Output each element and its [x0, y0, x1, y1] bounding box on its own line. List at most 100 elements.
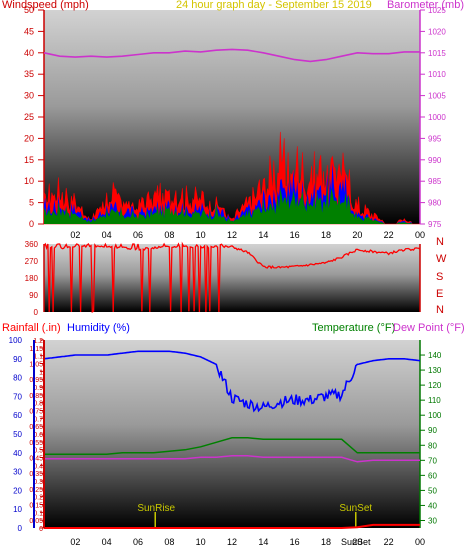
wind-axis-tick-label: 25 — [24, 112, 34, 122]
x-axis-tick-label: 06 — [133, 537, 143, 547]
rain-axis-tick-label: 0.75 — [29, 409, 43, 416]
x-axis-tick-label: 16 — [290, 537, 300, 547]
wind-axis-tick-label: 40 — [24, 48, 34, 58]
compass-label: E — [436, 288, 443, 300]
humidity-axis-tick-label: 80 — [13, 374, 22, 383]
wind-axis-tick-label: 0 — [29, 219, 34, 229]
rain-axis-tick-label: 1.1 — [33, 354, 43, 361]
direction-axis-tick-label: 0 — [34, 308, 39, 317]
humidity-axis-tick-label: 20 — [13, 486, 22, 495]
barometer-axis-tick-label: 1020 — [428, 27, 446, 36]
barometer-axis-tick-label: 990 — [428, 156, 442, 165]
temperature-axis-tick-label: 60 — [428, 471, 437, 480]
barometer-axis-tick-label: 995 — [428, 134, 442, 143]
temperature-axis-tick-label: 30 — [428, 516, 437, 525]
rain-axis-tick-label: 0.4 — [33, 463, 43, 470]
temperature-axis-tick-label: 130 — [428, 366, 442, 375]
rain-axis-tick-label: 0.7 — [33, 416, 43, 423]
temperature-axis-title: Temperature (°F) — [312, 322, 395, 334]
temperature-axis-tick-label: 40 — [428, 501, 437, 510]
temperature-axis-tick-label: 100 — [428, 411, 442, 420]
rain-axis-tick-label: 0.3 — [33, 479, 43, 486]
direction-axis-tick-label: 360 — [25, 240, 39, 249]
x-axis-tick-label: 02 — [70, 537, 80, 547]
rain-axis-tick-label: 1.15 — [29, 346, 43, 353]
rain-axis-tick-label: 1 — [39, 369, 43, 376]
humidity-axis-tick-label: 100 — [9, 336, 23, 345]
x-axis-tick-label: 04 — [102, 537, 112, 547]
windspeed-min-series — [44, 182, 420, 224]
x-axis-tick-label: 12 — [227, 537, 237, 547]
wind-axis-tick-label: 20 — [24, 133, 34, 143]
wind-axis-tick-label: 35 — [24, 69, 34, 79]
temperature-axis-tick-label: 90 — [428, 426, 437, 435]
wind-axis-tick-label: 30 — [24, 91, 34, 101]
dewpoint-line — [44, 455, 420, 463]
barometer-axis-tick-label: 1000 — [428, 113, 446, 122]
humidity-axis-tick-label: 60 — [13, 411, 22, 420]
humidity-axis-tick-label: 10 — [13, 505, 22, 514]
wind-axis-title: Windspeed (mph) — [2, 0, 89, 11]
barometer-axis-tick-label: 1015 — [428, 49, 446, 58]
wind-axis-tick-label: 50 — [24, 5, 34, 15]
temperature-axis-tick-label: 110 — [428, 396, 441, 405]
temperature-axis-tick-label: 70 — [428, 456, 437, 465]
wind-panel-bg — [44, 10, 420, 224]
x-axis-tick-label: 20 — [352, 230, 362, 240]
dewpoint-axis-title: Dew Point (°F) — [393, 322, 465, 334]
x-axis-tick-label: 04 — [102, 230, 112, 240]
temperature-axis-tick-label: 120 — [428, 381, 442, 390]
rain-axis-tick-label: 0.55 — [29, 440, 43, 447]
barometer-line — [43, 48, 420, 63]
x-axis-tick-label: 14 — [258, 230, 268, 240]
x-axis-tick-label: 14 — [258, 537, 268, 547]
x-axis-tick-label: 00 — [415, 230, 425, 240]
barometer-axis-tick-label: 980 — [428, 199, 442, 208]
temperature-axis-tick-label: 50 — [428, 486, 437, 495]
rain-axis-tick-label: 0.95 — [29, 377, 43, 384]
compass-label: S — [436, 271, 443, 283]
rain-axis-tick-label: 0.5 — [33, 448, 43, 455]
wind-axis-tick-label: 5 — [29, 198, 34, 208]
rain-axis-tick-label: 0 — [39, 526, 43, 533]
rain-axis-tick-label: 1.05 — [29, 362, 43, 369]
rain-axis-tick-label: 0.1 — [33, 510, 43, 517]
compass-label: N — [436, 304, 444, 316]
barometer-axis-tick-label: 1005 — [428, 92, 446, 101]
climate-panel-bg — [44, 340, 420, 528]
humidity-axis-tick-label: 70 — [13, 392, 22, 401]
direction-axis-tick-label: 90 — [29, 291, 38, 300]
x-axis-tick-label: 10 — [196, 230, 206, 240]
temperature-axis-tick-label: 140 — [428, 351, 442, 360]
sunset-axis-label: SunSet — [341, 537, 371, 547]
rain-axis-tick-label: 0.85 — [29, 393, 43, 400]
humidity-axis-tick-label: 90 — [13, 355, 22, 364]
direction-panel-bg — [44, 244, 420, 312]
temperature-line — [44, 437, 420, 456]
wind-axis-tick-label: 15 — [24, 155, 34, 165]
rain-axis-tick-label: 0.45 — [29, 456, 43, 463]
chart-title: 24 hour graph day - September 15 2019 — [176, 0, 372, 11]
barometer-axis-title: Barometer (mb) — [387, 0, 464, 11]
compass-label: N — [436, 236, 444, 248]
x-axis-tick-label: 18 — [321, 537, 331, 547]
x-axis-tick-label: 12 — [227, 230, 237, 240]
direction-axis-tick-label: 270 — [25, 257, 39, 266]
humidity-line — [43, 350, 421, 413]
wind-direction-line — [43, 241, 421, 314]
rain-axis-tick-label: 0.9 — [33, 385, 43, 392]
x-axis-tick-label: 10 — [196, 537, 206, 547]
x-axis-tick-label: 02 — [70, 230, 80, 240]
rain-axis-tick-label: 0.65 — [29, 424, 43, 431]
rain-axis-tick-label: 0.2 — [33, 495, 43, 502]
wind-axis-tick-label: 45 — [24, 26, 34, 36]
rain-axis-tick-label: 0.15 — [29, 503, 43, 510]
x-axis-tick-label: 08 — [164, 537, 174, 547]
x-axis-tick-label: 16 — [290, 230, 300, 240]
rain-axis-tick-label: 0.6 — [33, 432, 43, 439]
x-axis-tick-label: 00 — [415, 537, 425, 547]
compass-label: W — [436, 253, 447, 265]
sunrise-label: SunRise — [137, 503, 175, 514]
sunset-label: SunSet — [339, 503, 372, 514]
barometer-axis-tick-label: 1025 — [428, 6, 446, 15]
